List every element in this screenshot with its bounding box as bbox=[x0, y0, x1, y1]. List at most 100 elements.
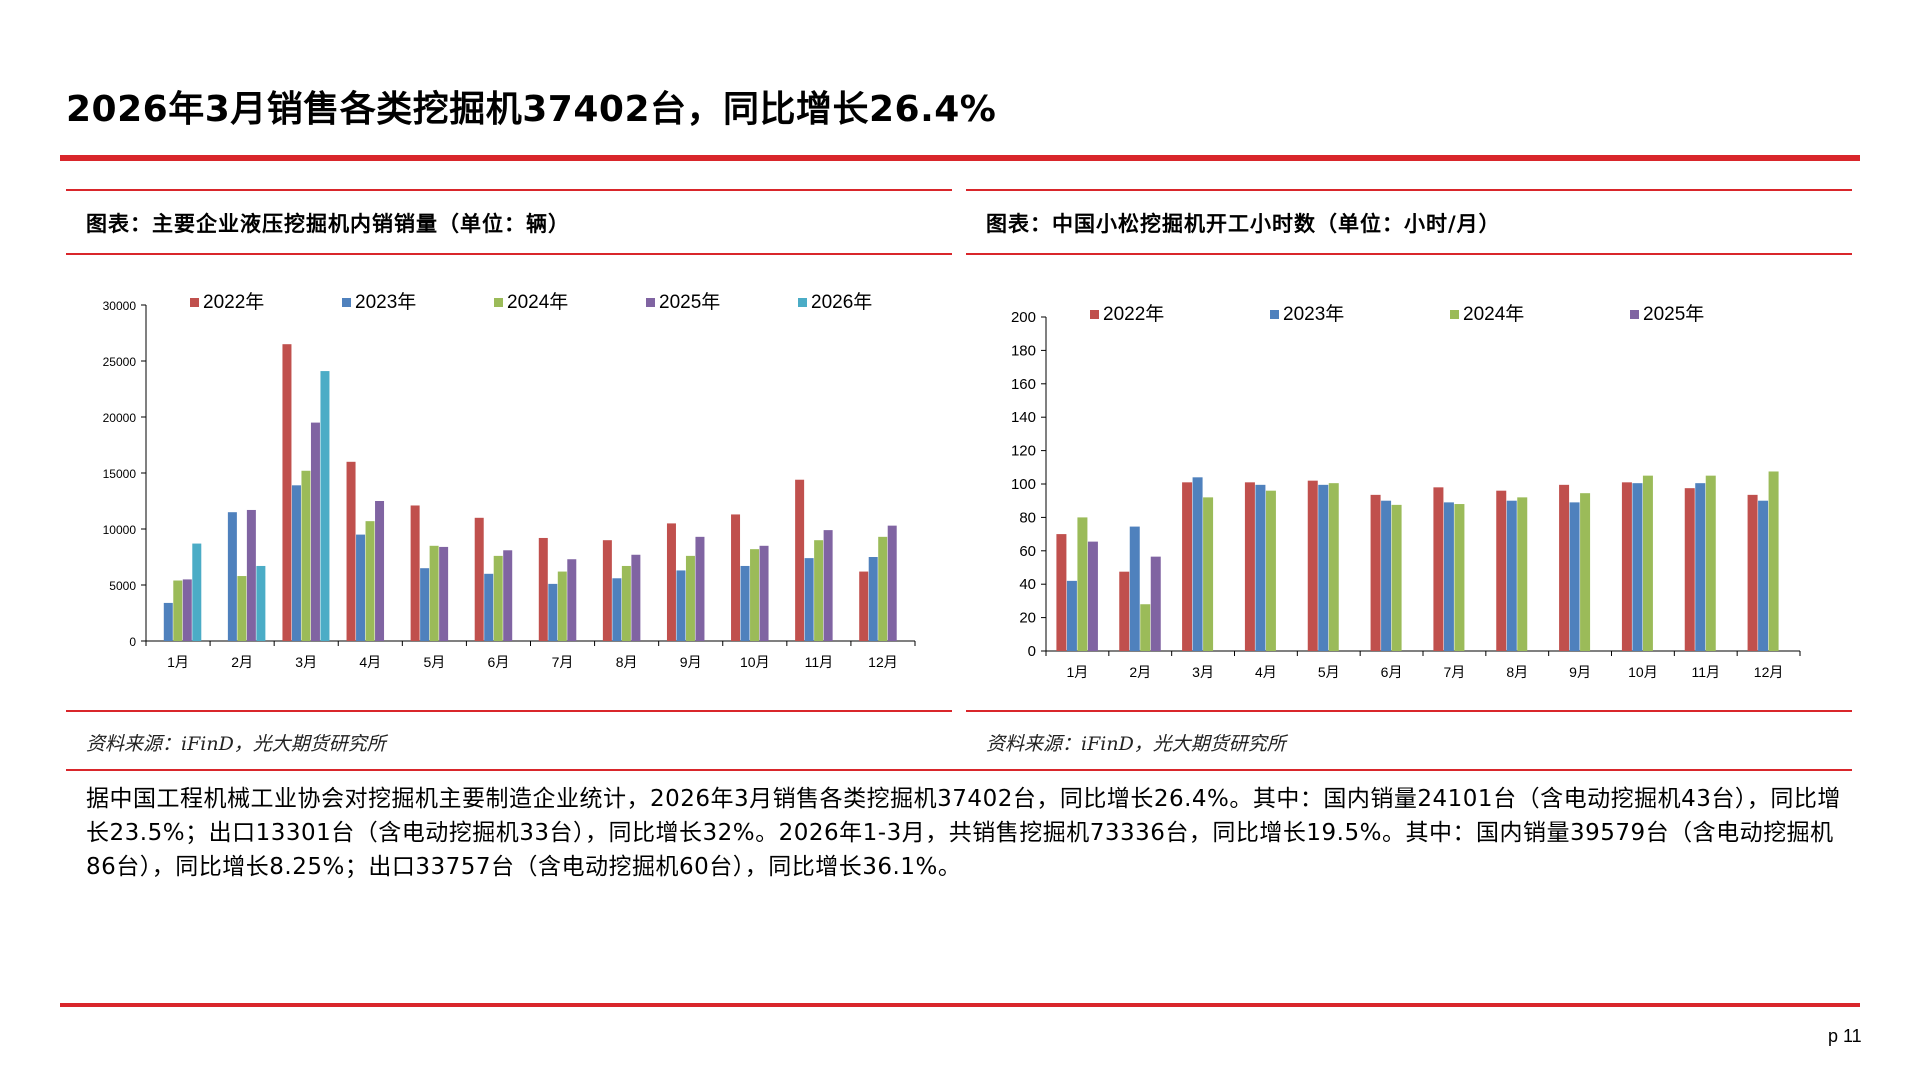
bar bbox=[282, 344, 292, 641]
left-panel-title: 图表：主要企业液压挖掘机内销销量（单位：辆） bbox=[86, 212, 570, 236]
bar bbox=[548, 583, 558, 641]
bar bbox=[375, 501, 385, 641]
bar bbox=[1244, 482, 1255, 651]
bar bbox=[1077, 517, 1088, 651]
bar bbox=[878, 536, 888, 641]
bar bbox=[173, 580, 183, 641]
y-tick-label: 40 bbox=[1019, 576, 1036, 593]
bar bbox=[1517, 497, 1528, 651]
y-tick-label: 60 bbox=[1019, 543, 1036, 560]
bar bbox=[484, 573, 494, 641]
bar bbox=[557, 571, 567, 641]
bar bbox=[666, 523, 676, 641]
x-tick-label: 1月 bbox=[167, 654, 189, 670]
legend-label: 2025年 bbox=[1643, 303, 1704, 325]
legend-swatch bbox=[494, 298, 503, 307]
bar bbox=[1381, 500, 1392, 651]
bar bbox=[320, 371, 330, 641]
bar bbox=[695, 536, 705, 641]
bar bbox=[631, 554, 641, 641]
x-tick-label: 3月 bbox=[295, 654, 317, 670]
bar bbox=[750, 549, 760, 641]
y-tick-label: 80 bbox=[1019, 509, 1036, 526]
y-tick-label: 5000 bbox=[109, 579, 136, 593]
bar bbox=[1066, 580, 1077, 651]
bar bbox=[1119, 571, 1130, 651]
legend-swatch bbox=[1270, 310, 1279, 319]
x-tick-label: 8月 bbox=[616, 654, 638, 670]
bar bbox=[227, 512, 237, 641]
legend-label: 2026年 bbox=[811, 291, 872, 313]
bar bbox=[795, 479, 805, 641]
bar bbox=[429, 545, 439, 641]
x-tick-label: 8月 bbox=[1506, 664, 1528, 680]
bar bbox=[759, 545, 769, 641]
bar bbox=[410, 505, 420, 641]
x-tick-label: 12月 bbox=[868, 654, 898, 670]
legend-label: 2025年 bbox=[659, 291, 720, 313]
right-bar-chart: 0 20 40 60 80 100 120 140 160 180 200 1月 2月 3月 4月 5月 6月 7… bbox=[1011, 303, 1801, 680]
bar bbox=[1569, 502, 1580, 651]
bar bbox=[192, 543, 202, 641]
bar bbox=[365, 521, 375, 641]
x-tick-label: 4月 bbox=[1255, 664, 1277, 680]
bar bbox=[1370, 494, 1381, 651]
legend-label: 2022年 bbox=[203, 291, 264, 313]
bar bbox=[1632, 483, 1643, 651]
bar bbox=[163, 602, 173, 641]
right-panel-source-rule bbox=[966, 710, 1852, 712]
y-tick-label: 100 bbox=[1011, 476, 1036, 493]
body-top-rule bbox=[66, 769, 1852, 771]
y-tick-label: 25000 bbox=[103, 355, 137, 369]
legend-swatch bbox=[798, 298, 807, 307]
y-tick-label: 120 bbox=[1011, 443, 1036, 460]
bar bbox=[310, 422, 320, 641]
bar bbox=[301, 470, 311, 641]
x-tick-label: 7月 bbox=[1444, 664, 1466, 680]
y-tick-label: 0 bbox=[1028, 643, 1036, 660]
x-tick-label: 2月 bbox=[1129, 664, 1151, 680]
bar bbox=[256, 565, 266, 641]
right-panel-top-rule bbox=[966, 189, 1852, 191]
bar bbox=[612, 578, 622, 641]
bar bbox=[887, 525, 897, 641]
bar bbox=[1255, 484, 1266, 651]
bar bbox=[356, 534, 366, 641]
bar bbox=[731, 514, 741, 641]
page-number: p 11 bbox=[1828, 1026, 1862, 1046]
bar bbox=[1496, 490, 1507, 651]
bar bbox=[1192, 477, 1203, 651]
bar bbox=[740, 565, 750, 641]
bar bbox=[439, 546, 449, 641]
bar bbox=[1695, 483, 1706, 651]
right-panel-header-rule bbox=[966, 253, 1852, 255]
bar bbox=[420, 568, 430, 641]
x-tick-label: 1月 bbox=[1067, 664, 1089, 680]
bar bbox=[1087, 541, 1098, 651]
bar bbox=[246, 509, 256, 641]
legend-label: 2024年 bbox=[1463, 303, 1524, 325]
left-panel-source: 资料来源：iFinD，光大期货研究所 bbox=[86, 733, 386, 755]
bar bbox=[1129, 526, 1140, 651]
bar bbox=[1307, 480, 1318, 651]
y-tick-label: 180 bbox=[1011, 342, 1036, 359]
bar bbox=[1318, 484, 1329, 651]
x-tick-label: 11月 bbox=[1691, 664, 1720, 680]
bar bbox=[567, 559, 577, 641]
bar bbox=[1150, 556, 1161, 651]
legend-label: 2023年 bbox=[1283, 303, 1344, 325]
y-tick-label: 10000 bbox=[103, 523, 137, 537]
x-tick-label: 10月 bbox=[740, 654, 770, 670]
legend-swatch bbox=[1450, 310, 1459, 319]
bar bbox=[814, 540, 824, 641]
legend-swatch bbox=[190, 298, 199, 307]
x-tick-label: 9月 bbox=[1569, 664, 1591, 680]
right-panel-source: 资料来源：iFinD，光大期货研究所 bbox=[986, 733, 1286, 755]
y-tick-label: 15000 bbox=[103, 467, 137, 481]
bar bbox=[1433, 487, 1444, 651]
legend-swatch bbox=[342, 298, 351, 307]
bar bbox=[685, 555, 695, 641]
bar bbox=[182, 579, 192, 641]
title-divider bbox=[60, 155, 1860, 161]
bar bbox=[621, 565, 631, 641]
